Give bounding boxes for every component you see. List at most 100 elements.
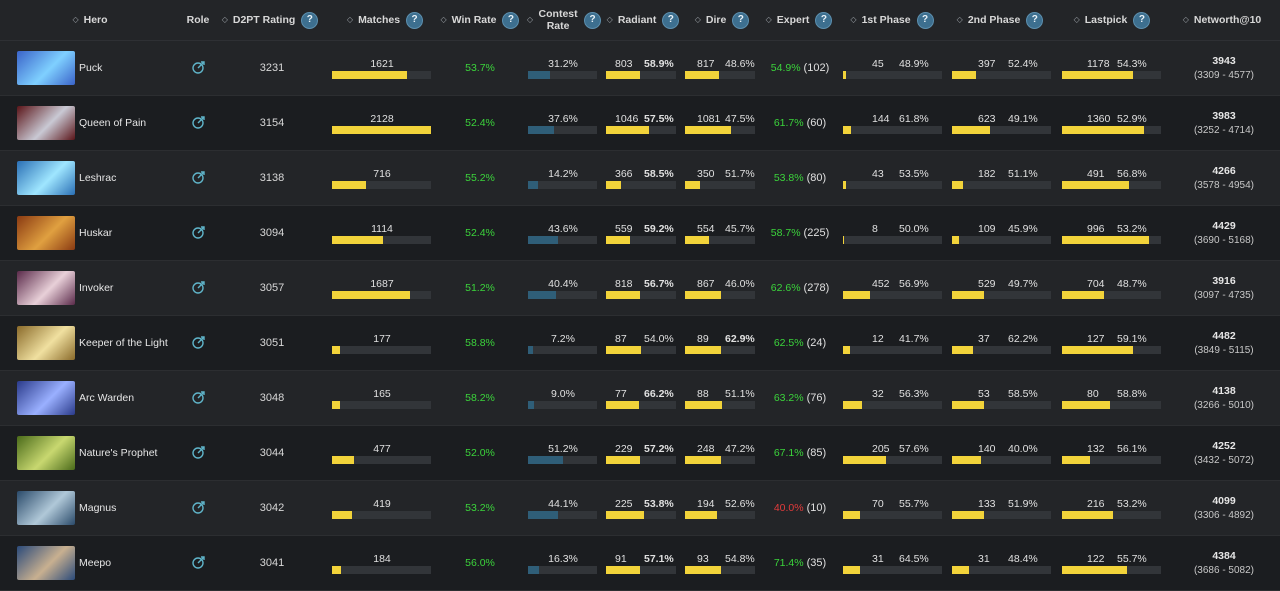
table-row[interactable]: Invoker 3057 1687 51.2% 40.4% 818 56.7% …: [0, 261, 1280, 316]
hero-name[interactable]: Arc Warden: [79, 392, 135, 404]
phase2-bar: [952, 511, 1051, 519]
help-icon[interactable]: ?: [584, 11, 602, 29]
phase2-bar: [952, 181, 1051, 189]
hero-name[interactable]: Nature's Prophet: [79, 447, 158, 459]
dire-bar-fill: [685, 566, 721, 574]
phase1-winrate: 61.8%: [899, 113, 929, 125]
column-header-contest-rate[interactable]: ◇ Contest Rate ?: [526, 0, 602, 40]
column-header-hero[interactable]: ◇ Hero: [30, 0, 150, 40]
table-row[interactable]: Magnus 3042 419 53.2% 44.1% 225 53.8% 19…: [0, 481, 1280, 536]
lastpick-winrate: 58.8%: [1117, 388, 1147, 400]
column-header-rating[interactable]: ◇ D2PT Rating ?: [218, 0, 322, 40]
dire-count: 89: [697, 333, 709, 345]
target-icon: [190, 390, 206, 406]
phase2-cell: 53 58.5%: [952, 371, 1052, 425]
contest-cell: 31.2%: [528, 41, 598, 95]
help-icon[interactable]: ?: [662, 11, 680, 29]
help-icon[interactable]: ?: [1133, 11, 1151, 29]
dire-bar-fill: [685, 126, 731, 134]
help-icon[interactable]: ?: [916, 11, 934, 29]
table-row[interactable]: Queen of Pain 3154 2128 52.4% 37.6% 1046…: [0, 96, 1280, 151]
column-header-phase1[interactable]: ◇ 1st Phase ?: [846, 0, 938, 40]
hero-cell[interactable]: Arc Warden: [17, 371, 167, 425]
table-row[interactable]: Nature's Prophet 3044 477 52.0% 51.2% 22…: [0, 426, 1280, 481]
table-row[interactable]: Keeper of the Light 3051 177 58.8% 7.2% …: [0, 316, 1280, 371]
table-row[interactable]: Arc Warden 3048 165 58.2% 9.0% 77 66.2% …: [0, 371, 1280, 426]
radiant-bar: [606, 456, 676, 464]
target-icon: [190, 170, 206, 186]
column-header-label: Contest Rate: [538, 8, 578, 32]
column-header-matches[interactable]: ◇ Matches ?: [335, 0, 435, 40]
hero-name[interactable]: Keeper of the Light: [79, 337, 168, 349]
hero-name[interactable]: Huskar: [79, 227, 113, 239]
help-icon[interactable]: ?: [301, 11, 319, 29]
lastpick-count: 127: [1087, 333, 1105, 345]
hero-cell[interactable]: Queen of Pain: [17, 96, 167, 150]
hero-cell[interactable]: Nature's Prophet: [17, 426, 167, 480]
radiant-winrate: 56.7%: [644, 278, 674, 290]
hero-cell[interactable]: Magnus: [17, 481, 167, 535]
sort-icon: ◇: [346, 15, 354, 24]
sort-icon: ◇: [606, 15, 613, 24]
dire-count: 1081: [697, 113, 721, 125]
hero-name[interactable]: Puck: [79, 62, 103, 74]
help-icon[interactable]: ?: [406, 11, 424, 29]
matches-value: 1621: [370, 58, 394, 70]
hero-portrait: [17, 161, 75, 195]
column-header-networth[interactable]: ◇ Networth@10: [1166, 0, 1278, 40]
phase1-count: 70: [872, 498, 884, 510]
matches-cell: 716: [332, 151, 432, 205]
hero-name[interactable]: Meepo: [79, 557, 112, 569]
radiant-bar-fill: [606, 401, 639, 409]
target-icon-svg: [192, 336, 205, 349]
hero-name[interactable]: Magnus: [79, 502, 117, 514]
target-icon: [190, 280, 206, 296]
column-header-phase2[interactable]: ◇ 2nd Phase ?: [950, 0, 1050, 40]
networth-range: (3252 - 4714): [1193, 125, 1255, 136]
contest-value: 43.6%: [548, 223, 578, 235]
phase1-cell: 31 64.5%: [843, 536, 943, 590]
contest-cell: 51.2%: [528, 426, 598, 480]
help-icon[interactable]: ?: [815, 11, 833, 29]
phase1-bar: [843, 291, 942, 299]
help-icon[interactable]: ?: [502, 11, 520, 29]
help-icon[interactable]: ?: [1026, 11, 1044, 29]
hero-cell[interactable]: Leshrac: [17, 151, 167, 205]
hero-name[interactable]: Invoker: [79, 282, 114, 294]
column-header-radiant[interactable]: ◇ Radiant ?: [604, 0, 682, 40]
phase2-bar: [952, 126, 1051, 134]
hero-cell[interactable]: Huskar: [17, 206, 167, 260]
table-row[interactable]: Puck 3231 1621 53.7% 31.2% 803 58.9% 817: [0, 41, 1280, 96]
expert-cell: 53.8% (80): [765, 151, 835, 205]
phase2-cell: 182 51.1%: [952, 151, 1052, 205]
hero-name[interactable]: Queen of Pain: [79, 117, 147, 129]
expert-cell: 54.9% (102): [765, 41, 835, 95]
hero-cell[interactable]: Puck: [17, 41, 167, 95]
column-header-lastpick[interactable]: ◇ Lastpick ?: [1064, 0, 1160, 40]
expert-cell: 62.5% (24): [765, 316, 835, 370]
dire-bar-fill: [685, 291, 722, 299]
hero-cell[interactable]: Meepo: [17, 536, 167, 590]
table-row[interactable]: Leshrac 3138 716 55.2% 14.2% 366 58.5% 3…: [0, 151, 1280, 206]
lastpick-cell: 216 53.2%: [1062, 481, 1162, 535]
radiant-cell: 803 58.9%: [606, 41, 680, 95]
radiant-bar: [606, 181, 676, 189]
matches-value: 716: [373, 168, 391, 180]
column-header-role[interactable]: Role: [180, 0, 216, 40]
table-row[interactable]: Meepo 3041 184 56.0% 16.3% 91 57.1% 93: [0, 536, 1280, 591]
column-header-winrate[interactable]: ◇ Win Rate ?: [436, 0, 524, 40]
column-header-expert[interactable]: ◇ Expert ?: [762, 0, 836, 40]
hero-cell[interactable]: Invoker: [17, 261, 167, 315]
table-row[interactable]: Huskar 3094 1114 52.4% 43.6% 559 59.2% 5…: [0, 206, 1280, 261]
table-body: Puck 3231 1621 53.7% 31.2% 803 58.9% 817: [0, 41, 1280, 591]
hero-cell[interactable]: Keeper of the Light: [17, 316, 168, 370]
phase1-cell: 32 56.3%: [843, 371, 943, 425]
winrate-value: 56.0%: [465, 557, 495, 569]
winrate-value: 58.2%: [465, 392, 495, 404]
hero-name[interactable]: Leshrac: [79, 172, 117, 184]
column-header-dire[interactable]: ◇ Dire ?: [684, 0, 760, 40]
help-icon[interactable]: ?: [732, 11, 750, 29]
expert-cell: 63.2% (76): [765, 371, 835, 425]
phase2-count: 623: [978, 113, 996, 125]
